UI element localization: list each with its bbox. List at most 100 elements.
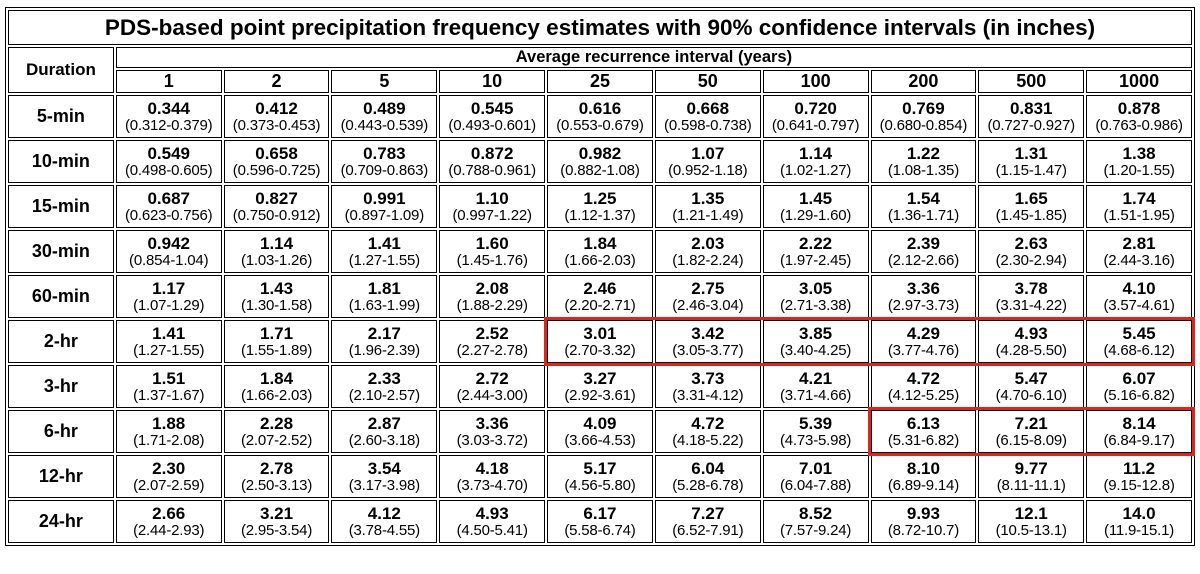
estimate-cell: 6.17 (5.58-6.74) xyxy=(547,500,653,543)
column-header: 50 xyxy=(654,70,761,93)
estimate-value: 8.10 xyxy=(906,458,940,478)
estimate-value: 1.74 xyxy=(1122,188,1156,208)
confidence-interval: (6.52-7.91) xyxy=(672,521,744,539)
table-row: 3-hr 1.51 (1.37-1.67) 1.84 (1.66-2.03) 2.33 (2… xyxy=(8,365,1192,408)
confidence-interval: (2.30-2.94) xyxy=(995,251,1067,269)
confidence-interval: (0.498-0.605) xyxy=(124,161,213,179)
estimate-cell: 2.72 (2.44-3.00) xyxy=(439,365,546,408)
table-body: 5-min 0.344 (0.312-0.379) 0.412 (0.373-0.453… xyxy=(8,95,1192,543)
estimate-cell: 1.43 (1.30-1.58) xyxy=(223,275,330,318)
confidence-interval: (3.73-4.70) xyxy=(456,476,528,494)
estimate-value: 2.17 xyxy=(367,323,401,343)
column-header: 2 xyxy=(223,70,330,93)
column-header: 1 xyxy=(115,70,222,93)
estimate-value: 2.63 xyxy=(1014,233,1048,253)
estimate-cell: 4.72 (4.18-5.22) xyxy=(654,410,761,453)
confidence-interval: (0.897-1.09) xyxy=(344,206,425,224)
estimate-value: 3.21 xyxy=(259,503,294,523)
confidence-interval: (0.788-0.961) xyxy=(448,161,536,179)
estimate-value: 0.769 xyxy=(902,98,945,118)
estimate-cell: 0.769 (0.680-0.854) xyxy=(870,95,977,138)
estimate-value: 1.17 xyxy=(152,278,186,298)
estimate-value: 14.0 xyxy=(1122,503,1156,523)
estimate-cell: 1.74 (1.51-1.95) xyxy=(1086,185,1192,228)
estimate-cell: 2.75 (2.46-3.04) xyxy=(654,275,761,318)
duration-label: 10-min xyxy=(8,140,114,183)
table-row: 30-min 0.942 (0.854-1.04) 1.14 (1.03-1.26) 1.… xyxy=(8,230,1192,273)
confidence-interval: (0.373-0.453) xyxy=(232,116,321,134)
estimate-value: 0.783 xyxy=(363,143,406,163)
estimate-value: 0.827 xyxy=(255,188,298,208)
confidence-interval: (0.763-0.986) xyxy=(1095,116,1183,134)
estimate-cell: 1.41 (1.27-1.55) xyxy=(331,230,438,273)
confidence-interval: (2.07-2.59) xyxy=(133,476,205,494)
duration-label: 2-hr xyxy=(8,320,114,363)
estimate-cell: 1.14 (1.02-1.27) xyxy=(762,140,869,183)
estimate-value: 0.489 xyxy=(363,98,406,118)
estimate-cell: 4.21 (3.71-4.66) xyxy=(762,365,869,408)
estimate-cell: 0.489 (0.443-0.539) xyxy=(331,95,438,138)
estimate-cell: 0.827 (0.750-0.912) xyxy=(223,185,330,228)
estimate-cell: 1.84 (1.66-2.03) xyxy=(223,365,330,408)
confidence-interval: (3.17-3.98) xyxy=(348,476,420,494)
estimate-cell: 1.35 (1.21-1.49) xyxy=(654,185,761,228)
estimate-value: 1.10 xyxy=(475,188,509,208)
estimate-cell: 9.77 (8.11-11.1) xyxy=(978,455,1085,498)
recurrence-interval-header: Average recurrence interval (years) xyxy=(115,47,1192,68)
confidence-interval: (1.96-2.39) xyxy=(348,341,420,359)
confidence-interval: (0.312-0.379) xyxy=(124,116,213,134)
estimate-cell: 0.687 (0.623-0.756) xyxy=(115,185,222,228)
estimate-value: 1.88 xyxy=(152,413,186,433)
estimate-cell: 6.04 (5.28-6.78) xyxy=(654,455,761,498)
confidence-interval: (2.50-3.13) xyxy=(240,476,313,494)
estimate-value: 2.81 xyxy=(1122,233,1156,253)
estimate-cell: 3.85 (3.40-4.25) xyxy=(762,320,869,363)
estimate-value: 1.81 xyxy=(367,278,401,298)
confidence-interval: (9.15-12.8) xyxy=(1103,476,1175,494)
estimate-value: 0.545 xyxy=(470,98,514,118)
duration-label: 30-min xyxy=(8,230,114,273)
estimate-value: 4.18 xyxy=(475,458,509,478)
estimate-cell: 3.05 (2.71-3.38) xyxy=(762,275,869,318)
estimate-cell: 1.25 (1.12-1.37) xyxy=(547,185,653,228)
estimate-value: 1.22 xyxy=(906,143,940,163)
estimate-value: 0.616 xyxy=(578,98,622,118)
confidence-interval: (4.50-5.41) xyxy=(456,521,528,539)
estimate-value: 0.412 xyxy=(255,98,298,118)
estimate-cell: 3.42 (3.05-3.77) xyxy=(654,320,761,363)
confidence-interval: (4.70-6.10) xyxy=(995,386,1067,404)
confidence-interval: (2.44-2.93) xyxy=(133,521,205,539)
estimate-cell: 4.10 (3.57-4.61) xyxy=(1086,275,1192,318)
estimate-cell: 0.549 (0.498-0.605) xyxy=(115,140,222,183)
estimate-cell: 2.22 (1.97-2.45) xyxy=(762,230,869,273)
confidence-interval: (3.66-4.53) xyxy=(564,431,636,449)
estimate-cell: 0.344 (0.312-0.379) xyxy=(115,95,222,138)
estimate-cell: 2.17 (1.96-2.39) xyxy=(331,320,438,363)
estimate-cell: 4.93 (4.50-5.41) xyxy=(439,500,546,543)
confidence-interval: (3.31-4.22) xyxy=(995,296,1067,314)
estimate-value: 2.75 xyxy=(691,278,725,298)
confidence-interval: (1.51-1.95) xyxy=(1103,206,1175,224)
estimate-value: 3.54 xyxy=(367,458,401,478)
estimate-cell: 4.93 (4.28-5.50) xyxy=(978,320,1085,363)
table-row: 6-hr 1.88 (1.71-2.08) 2.28 (2.07-2.52) 2.87 (2… xyxy=(8,410,1192,453)
estimate-cell: 1.07 (0.952-1.18) xyxy=(654,140,761,183)
estimate-cell: 9.93 (8.72-10.7) xyxy=(870,500,977,543)
estimate-value: 1.38 xyxy=(1122,143,1156,163)
estimate-cell: 3.36 (2.97-3.73) xyxy=(870,275,977,318)
estimate-value: 2.22 xyxy=(799,233,833,253)
estimate-value: 0.982 xyxy=(578,143,622,163)
confidence-interval: (1.66-2.03) xyxy=(240,386,313,404)
estimate-value: 4.72 xyxy=(906,368,940,388)
confidence-interval: (2.97-3.73) xyxy=(887,296,959,314)
estimate-cell: 2.46 (2.20-2.71) xyxy=(547,275,653,318)
confidence-interval: (1.30-1.58) xyxy=(240,296,313,314)
estimate-value: 3.42 xyxy=(691,323,725,343)
estimate-cell: 5.47 (4.70-6.10) xyxy=(978,365,1085,408)
estimate-cell: 14.0 (11.9-15.1) xyxy=(1086,500,1192,543)
estimate-value: 1.31 xyxy=(1014,143,1048,163)
precipitation-frequency-table: PDS-based point precipitation frequency … xyxy=(5,7,1195,546)
estimate-value: 1.35 xyxy=(691,188,725,208)
duration-label: 5-min xyxy=(8,95,114,138)
estimate-value: 3.05 xyxy=(799,278,833,298)
